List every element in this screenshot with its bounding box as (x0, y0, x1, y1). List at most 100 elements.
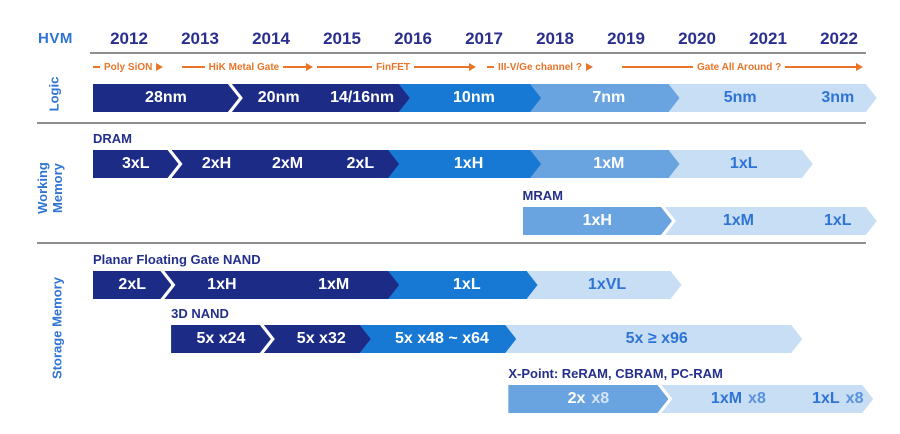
annotation-line (785, 66, 857, 68)
section-label-working-memory: Working Memory (35, 162, 65, 214)
chevron-label: 1xM x8 (711, 390, 766, 408)
annotation-arrow-icon (306, 63, 314, 71)
chevron-label: 1xH (582, 212, 612, 229)
chevron-segment: 1xM (665, 207, 806, 235)
section-label-logic: Logic (46, 76, 62, 112)
section-label-storage-memory: Storage Memory (49, 277, 65, 379)
chevron-segment: 10nm (399, 84, 543, 112)
chevron-label: 14/16nm (330, 89, 395, 106)
chevron-label-part: x8 (591, 390, 610, 407)
annotation-line (621, 66, 693, 68)
chevron-label: 1xVL (587, 276, 627, 293)
chevron-label: 1xM (593, 155, 625, 172)
year-label: 2015 (323, 29, 361, 48)
tech-annotation: HiK Metal Gate (181, 60, 314, 74)
chevron-segment: 1xH (523, 207, 672, 235)
tech-annotation: III-V/Ge channel ? (487, 60, 611, 74)
annotation-line (487, 66, 495, 68)
annotation-label: HiK Metal Gate (208, 61, 280, 73)
chevron-label: 1xM (318, 276, 350, 293)
chevron-segment: 2x x8 (508, 385, 668, 413)
chevron-segment: 5x ≥ x96 (505, 325, 802, 353)
chevron-segment: 5x x48 ~ x64 (360, 325, 519, 353)
chevron-segment: 1xM (260, 271, 401, 299)
row-label: DRAM (93, 131, 132, 146)
timeline-axis-line (90, 52, 866, 54)
chevron-segment: 2xH (172, 150, 256, 178)
chevron-segment: 2xM (243, 150, 327, 178)
annotation-line (413, 66, 470, 68)
chevron-segment: 5x x32 (264, 325, 373, 353)
chevron-segment: 14/16nm (306, 84, 411, 112)
tech-annotation: FinFET (316, 60, 477, 74)
row-label: 3D NAND (171, 306, 229, 321)
annotation-line (181, 66, 205, 68)
annotation-label: Poly SiON (104, 61, 153, 73)
chevron-label: 7nm (592, 89, 626, 106)
chevron-label-part: 2x (567, 390, 586, 407)
chevron-label: 5x x48 ~ x64 (395, 330, 489, 347)
chevron-label: 5nm (723, 89, 757, 106)
tech-annotation: Poly SiON (93, 60, 182, 74)
chevron-label: 2xH (201, 155, 232, 172)
hvm-label: HVM (38, 30, 73, 47)
chevron-label-part: x8 (845, 390, 864, 407)
chevron-segment: 7nm (530, 84, 681, 112)
chevron-segment: 1xH (164, 271, 273, 299)
year-label: 2013 (181, 29, 219, 48)
annotation-label: Gate All Around ? (697, 61, 782, 73)
chevron-label: 1xL x8 (812, 390, 863, 408)
chevron-segment: 1xVL (527, 271, 682, 299)
chevron-label: 1xL (729, 155, 758, 172)
chevron-label: 1xL (824, 212, 852, 229)
chevron-label: 28nm (145, 89, 187, 106)
chevron-label: 1xL (453, 276, 481, 293)
year-label: 2012 (110, 29, 148, 48)
chevron-segment: 1xL (669, 150, 813, 178)
year-label: 2019 (607, 29, 645, 48)
chevron-segment: 20nm (232, 84, 320, 112)
chevron-label: 20nm (257, 89, 300, 106)
chevron-label: 2xL (118, 276, 146, 293)
chevron-segment: 3xL (93, 150, 179, 178)
row-label: X-Point: ReRAM, CBRAM, PC-RAM (508, 366, 723, 381)
annotation-line (316, 66, 373, 68)
annotation-arrow-icon (156, 63, 164, 71)
chevron-segment: 1xL (388, 271, 539, 299)
section-divider (37, 122, 866, 124)
chevron-segment: 1xL x8 (796, 385, 873, 413)
chevron-segment: 2xL (314, 150, 402, 178)
annotation-label: III-V/Ge channel ? (498, 61, 582, 73)
year-label: 2020 (678, 29, 716, 48)
annotation-label: FinFET (376, 61, 410, 73)
chevron-label: 2x x8 (568, 390, 610, 408)
chevron-label: 5x x24 (196, 330, 246, 347)
chevron-segment: 2xL (93, 271, 171, 299)
chevron-segment: 5x x24 (171, 325, 271, 353)
chevron-label: 1xM (722, 212, 754, 229)
chevron-label: 1xH (207, 276, 237, 293)
chevron-label-part: 1xL (812, 390, 840, 407)
chevron-label: 5x x32 (296, 330, 346, 347)
row-label: Planar Floating Gate NAND (93, 252, 261, 267)
chevron-label-part: x8 (748, 390, 766, 407)
section-divider (37, 242, 866, 244)
annotation-arrow-icon (585, 63, 593, 71)
chevron-segment: 3nm (793, 84, 877, 112)
year-label: 2017 (465, 29, 503, 48)
annotation-arrow-icon (856, 63, 864, 71)
annotation-arrow-icon (469, 63, 477, 71)
annotation-line (283, 66, 307, 68)
year-label: 2018 (536, 29, 574, 48)
chevron-segment: 1xL (793, 207, 877, 235)
year-label: 2021 (749, 29, 787, 48)
chevron-label: 3nm (821, 89, 855, 106)
chevron-segment: 28nm (93, 84, 239, 112)
year-label: 2014 (252, 29, 290, 48)
chevron-label: 2xM (271, 155, 304, 172)
chevron-segment: 5nm (669, 84, 806, 112)
chevron-label: 2xL (346, 155, 375, 172)
chevron-segment: 1xH (388, 150, 543, 178)
chevron-segment: 1xM x8 (661, 385, 809, 413)
